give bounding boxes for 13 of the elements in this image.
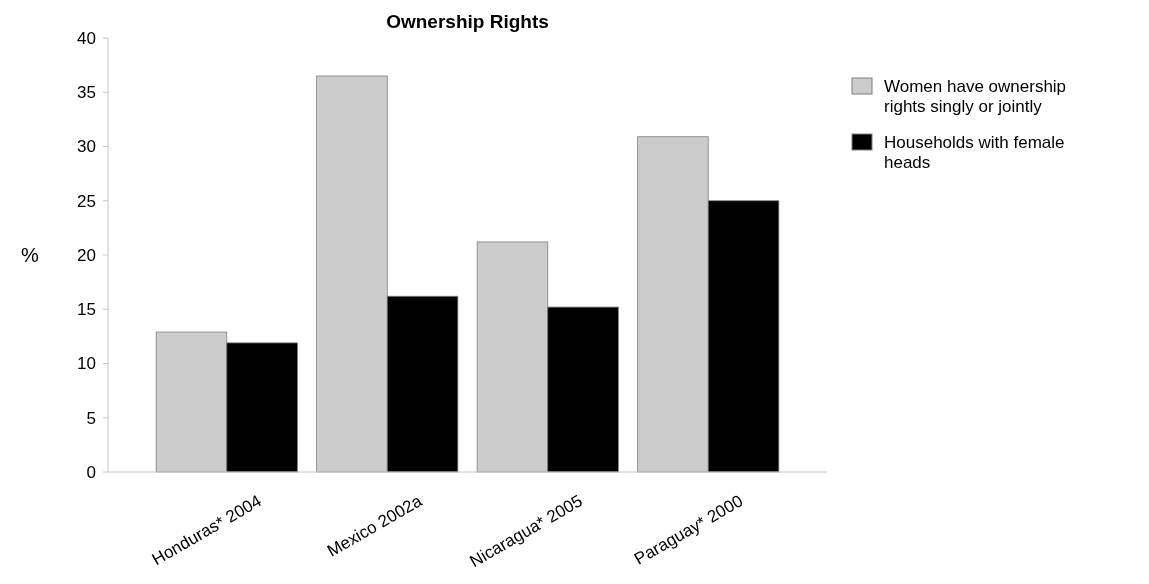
legend-label: Women have ownership rights singly or jointly <box>884 76 1067 116</box>
y-axis-title: % <box>21 244 40 266</box>
legend-label: Households with female heads <box>884 132 1065 172</box>
y-tick-label: 30 <box>77 137 96 157</box>
y-tick-label: 5 <box>86 408 96 428</box>
y-tick-label: 15 <box>77 300 96 320</box>
y-tick-label: 10 <box>77 354 96 374</box>
y-tick-label: 20 <box>77 245 96 265</box>
chart-title: Ownership Rights <box>386 11 549 32</box>
y-tick-label: 25 <box>77 191 96 211</box>
y-tick-label: 35 <box>77 83 96 103</box>
y-tick-label: 0 <box>86 462 96 482</box>
y-tick-label: 40 <box>77 28 96 48</box>
